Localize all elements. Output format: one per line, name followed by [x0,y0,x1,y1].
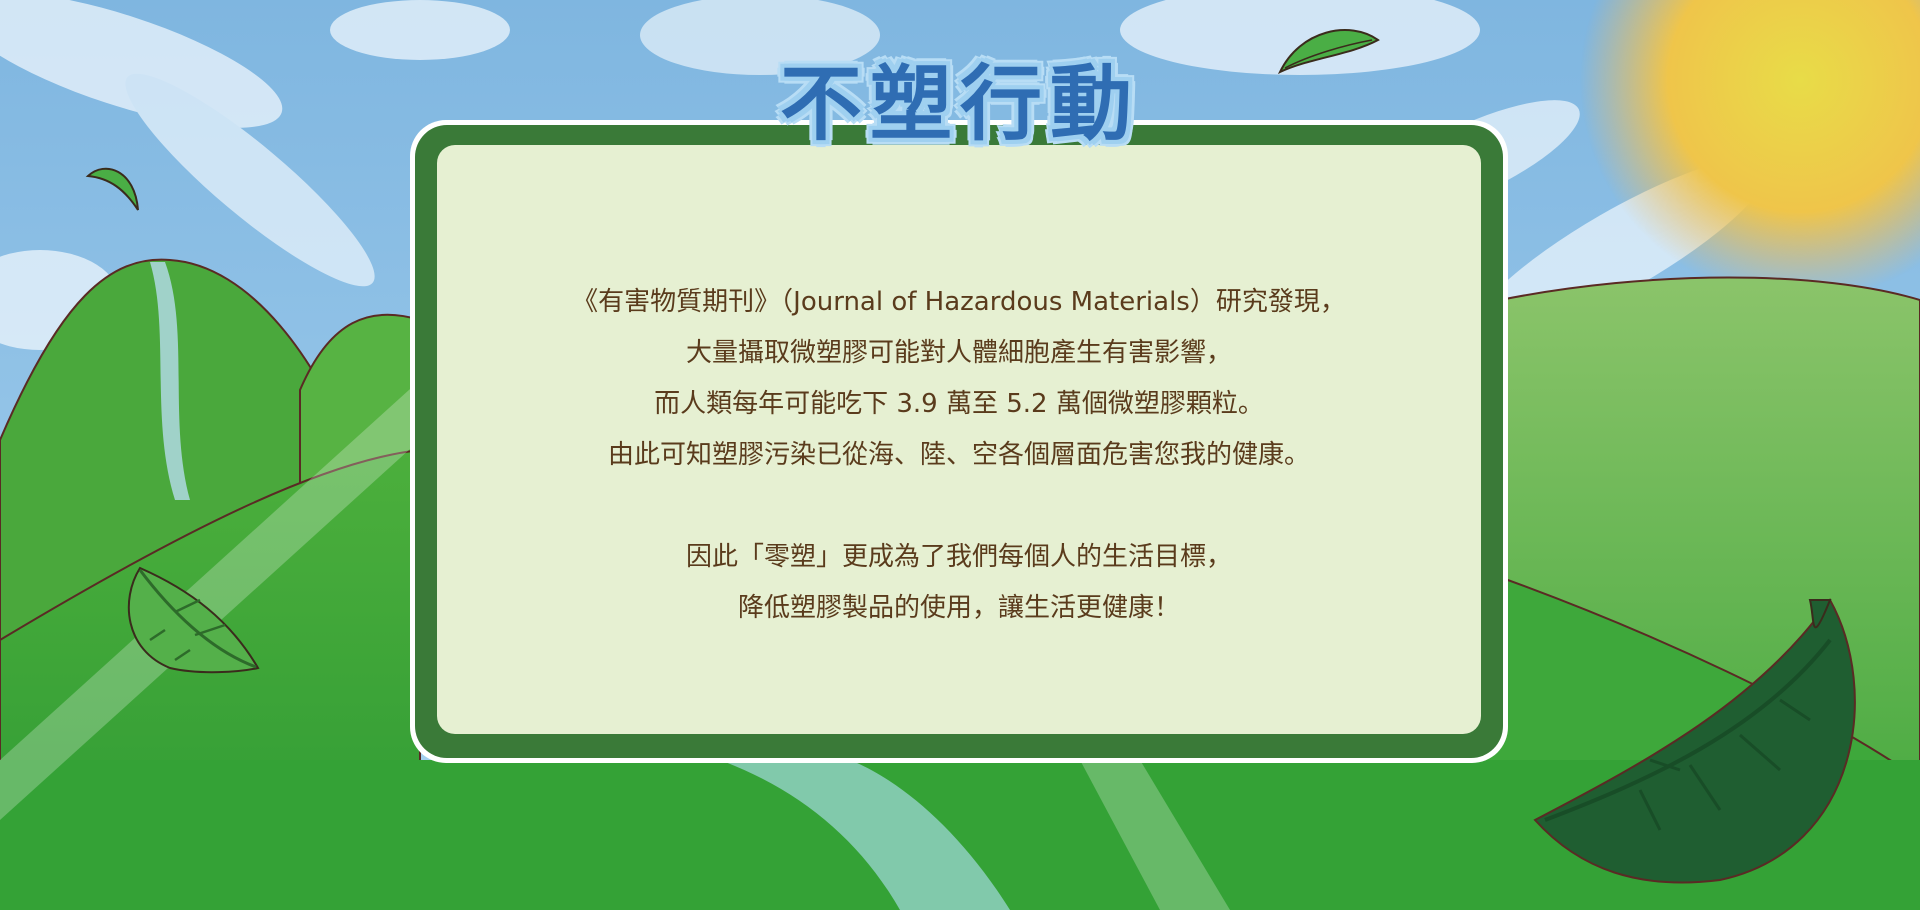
leaf-icon [85,167,139,211]
leaf-icon [1277,29,1380,75]
info-panel-content: 《有害物質期刊》（Journal of Hazardous Materials）… [437,145,1481,734]
info-panel: 《有害物質期刊》（Journal of Hazardous Materials）… [410,120,1508,763]
body-line: 《有害物質期刊》（Journal of Hazardous Materials）… [572,287,1346,317]
leaf-icon [127,566,260,674]
body-line: 降低塑膠製品的使用，讓生活更健康！ [737,593,1180,623]
body-line: 由此可知塑膠污染已從海、陸、空各個層面危害您我的健康。 [607,440,1310,470]
sun-icon [1580,0,1920,300]
leaf-icon [1533,598,1856,884]
body-line: 因此「零塑」更成為了我們每個人的生活目標， [685,542,1232,572]
info-panel-border: 《有害物質期刊》（Journal of Hazardous Materials）… [415,125,1503,758]
waterfall [150,262,190,500]
paragraph-gap [437,481,1481,532]
river [720,760,1010,910]
page-title: 不塑行動 [779,57,1140,152]
body-line: 而人類每年可能吃下 3.9 萬至 5.2 萬個微塑膠顆粒。 [654,389,1264,419]
body-line: 大量攝取微塑膠可能對人體細胞產生有害影響， [685,338,1232,368]
light-streaks [0,380,1230,910]
